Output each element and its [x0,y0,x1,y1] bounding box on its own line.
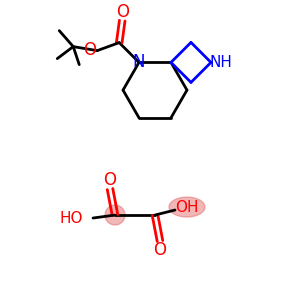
Ellipse shape [169,197,205,217]
Text: HO: HO [59,211,83,226]
Text: O: O [154,241,166,259]
Text: NH: NH [209,55,232,70]
Ellipse shape [105,205,125,225]
Text: OH: OH [175,200,199,214]
Text: O: O [103,171,116,189]
Text: O: O [116,3,129,21]
Text: N: N [133,53,145,71]
Text: O: O [83,40,96,58]
